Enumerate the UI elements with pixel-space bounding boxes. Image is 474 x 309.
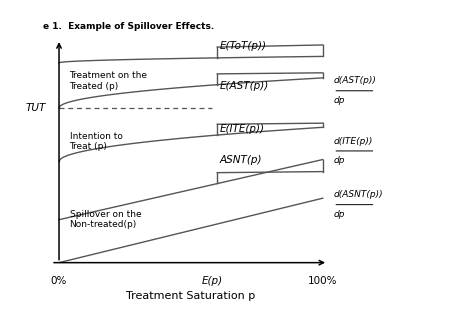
- Text: E(p): E(p): [201, 276, 223, 286]
- Text: dp: dp: [333, 96, 345, 105]
- Text: ASNT(p): ASNT(p): [220, 155, 263, 165]
- Text: d(ASNT(p)): d(ASNT(p)): [333, 190, 383, 199]
- Text: Spillover on the
Non-treated(p): Spillover on the Non-treated(p): [70, 210, 141, 229]
- Text: Treatment on the
Treated (p): Treatment on the Treated (p): [70, 71, 147, 91]
- Text: dp: dp: [333, 210, 345, 219]
- Text: Intention to
Treat (p): Intention to Treat (p): [70, 132, 122, 151]
- Text: TUT: TUT: [26, 103, 46, 113]
- Text: E(ToT(p)): E(ToT(p)): [220, 41, 267, 51]
- Text: d(ITE(p)): d(ITE(p)): [333, 137, 373, 146]
- Text: d(AST(p)): d(AST(p)): [333, 76, 376, 85]
- Text: E(ITE(p)): E(ITE(p)): [220, 124, 265, 134]
- Text: dp: dp: [333, 156, 345, 165]
- Text: 0%: 0%: [51, 276, 67, 286]
- Text: Treatment Saturation p: Treatment Saturation p: [126, 290, 255, 301]
- Text: 100%: 100%: [308, 276, 337, 286]
- Text: E(AST(p)): E(AST(p)): [220, 81, 269, 91]
- Text: e 1.  Example of Spillover Effects.: e 1. Example of Spillover Effects.: [43, 22, 214, 31]
